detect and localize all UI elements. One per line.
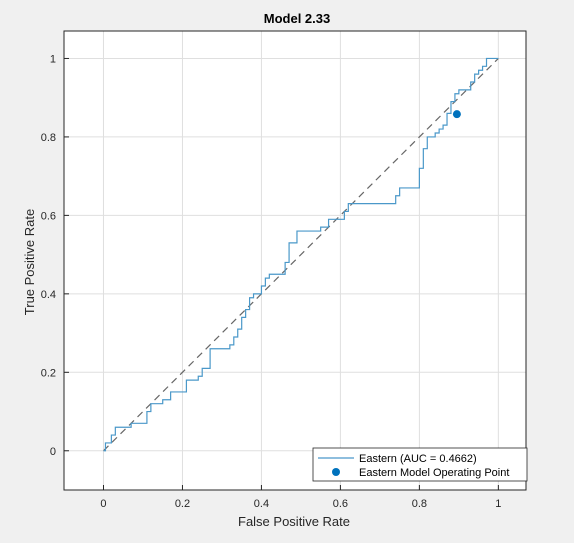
y-tick-label: 0 (50, 446, 56, 458)
y-tick-label: 0.4 (41, 289, 56, 301)
y-axis-label: True Positive Rate (22, 209, 37, 315)
legend[interactable]: Eastern (AUC = 0.4662) Eastern Model Ope… (312, 447, 528, 482)
chart-title: Model 2.33 (264, 11, 330, 26)
x-tick-label: 0.6 (333, 498, 348, 510)
legend-entry-operating-point: Eastern Model Operating Point (359, 467, 509, 479)
operating-point-marker[interactable] (452, 110, 461, 119)
y-tick-label: 0.2 (41, 367, 56, 379)
legend-entry-roc: Eastern (AUC = 0.4662) (359, 453, 477, 465)
x-axis-label: False Positive Rate (238, 514, 350, 529)
x-tick-label: 0.8 (412, 498, 427, 510)
x-tick-label: 0.2 (175, 498, 190, 510)
legend-box (312, 447, 528, 482)
axis-ticks: 0 0.2 0.4 0.6 0.8 1 0 0.2 0.4 0.6 0.8 1 (41, 53, 502, 510)
y-tick-label: 0.6 (41, 210, 56, 222)
x-tick-label: 0 (100, 498, 106, 510)
chance-diagonal-line (103, 58, 499, 452)
y-tick-label: 0.8 (41, 132, 56, 144)
series-layer (103, 57, 499, 452)
legend-marker-swatch (332, 468, 340, 476)
roc-curve-eastern[interactable] (103, 57, 499, 452)
plot-border (63, 30, 527, 491)
x-tick-label: 1 (495, 498, 501, 510)
y-tick-label: 1 (50, 53, 56, 65)
x-tick-label: 0.4 (254, 498, 269, 510)
